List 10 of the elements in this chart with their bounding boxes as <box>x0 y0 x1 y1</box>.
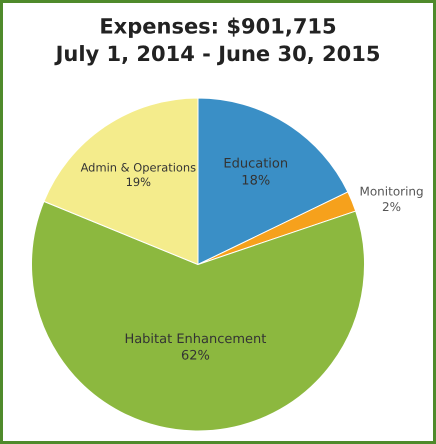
data-label: 18% <box>241 173 270 188</box>
chart-title: Expenses: $901,715 <box>99 14 337 39</box>
slice-label: Education <box>223 156 288 172</box>
data-label: 2% <box>382 200 402 214</box>
data-label: 62% <box>180 348 210 364</box>
slice-label: Monitoring <box>359 184 424 198</box>
data-label: 19% <box>126 175 152 190</box>
slice-label: Admin & Operations <box>80 160 196 174</box>
chart-subtitle: July 1, 2014 - June 30, 2015 <box>54 42 380 66</box>
slice-label: Habitat Enhancement <box>124 332 266 347</box>
